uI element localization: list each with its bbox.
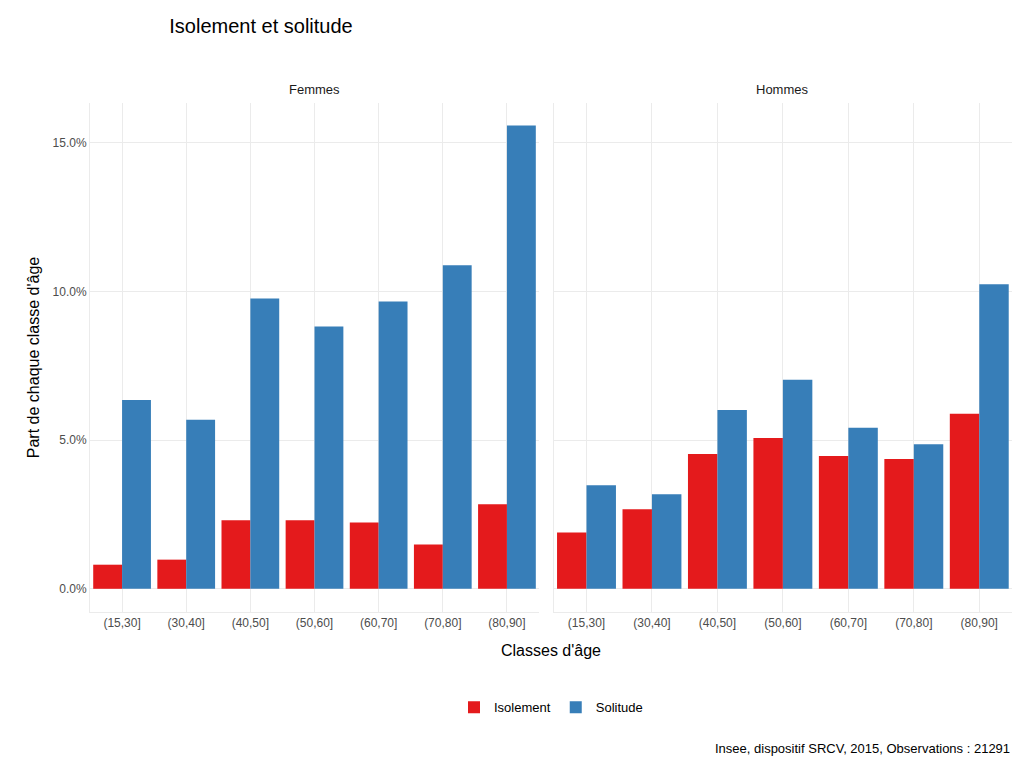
svg-text:(15,30]: (15,30] <box>568 616 605 630</box>
svg-text:(30,40]: (30,40] <box>168 616 205 630</box>
svg-text:(15,30]: (15,30] <box>103 616 140 630</box>
svg-text:10.0%: 10.0% <box>53 285 87 299</box>
svg-text:(70,80]: (70,80] <box>895 616 932 630</box>
svg-text:Solitude: Solitude <box>596 700 643 715</box>
svg-text:(80,90]: (80,90] <box>961 616 998 630</box>
svg-text:(60,70]: (60,70] <box>360 616 397 630</box>
svg-text:5.0%: 5.0% <box>59 433 87 447</box>
svg-text:(60,70]: (60,70] <box>830 616 867 630</box>
svg-text:(40,50]: (40,50] <box>699 616 736 630</box>
svg-text:(30,40]: (30,40] <box>633 616 670 630</box>
svg-text:Isolement et solitude: Isolement et solitude <box>169 15 352 37</box>
svg-text:0.0%: 0.0% <box>59 582 87 596</box>
svg-text:Classes d'âge: Classes d'âge <box>501 642 601 659</box>
svg-text:15.0%: 15.0% <box>53 136 87 150</box>
svg-text:(50,60]: (50,60] <box>296 616 333 630</box>
svg-text:Part de chaque classe d'âge: Part de chaque classe d'âge <box>25 257 42 459</box>
svg-text:(80,90]: (80,90] <box>488 616 525 630</box>
svg-text:(40,50]: (40,50] <box>232 616 269 630</box>
svg-text:(70,80]: (70,80] <box>424 616 461 630</box>
svg-text:Femmes: Femmes <box>289 82 340 97</box>
svg-text:Hommes: Hommes <box>756 82 809 97</box>
svg-text:Isolement: Isolement <box>494 700 551 715</box>
svg-text:Insee, dispositif SRCV, 2015,: Insee, dispositif SRCV, 2015, Observatio… <box>715 741 1010 756</box>
svg-text:(50,60]: (50,60] <box>764 616 801 630</box>
